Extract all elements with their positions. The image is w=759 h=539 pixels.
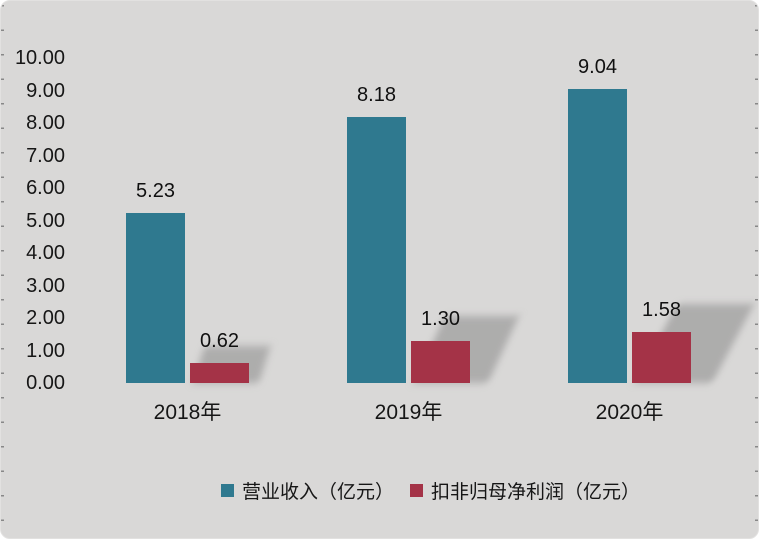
worksheet-gridline-ticks-left — [1, 1, 4, 538]
y-tick-label: 6.00 — [26, 177, 65, 199]
y-tick-label: 8.00 — [26, 112, 65, 134]
net-profit-bar-2020年 — [632, 331, 691, 383]
net-profit-legend-label: 扣非归母净利润（亿元） — [431, 482, 641, 503]
x-category-label-2018年: 2018年 — [153, 401, 222, 424]
revenue-value-label-2018年: 5.23 — [136, 180, 175, 203]
legend: 营业收入（亿元） 扣非归母净利润（亿元） — [221, 477, 640, 504]
revenue-bar-2018年 — [126, 213, 185, 383]
legend-item-revenue: 营业收入（亿元） — [221, 477, 394, 504]
y-tick-label: 5.00 — [26, 209, 65, 232]
x-category-label-2019年: 2019年 — [374, 401, 443, 424]
legend-item-net-profit: 扣非归母净利润（亿元） — [410, 477, 640, 504]
net-profit-value-label-2020年: 1.58 — [642, 298, 681, 321]
net-profit-value-label-2019年: 1.30 — [421, 307, 460, 330]
revenue-value-label-2020年: 9.04 — [578, 56, 617, 79]
net-profit-value-label-2018年: 0.62 — [200, 329, 239, 352]
y-tick-label: 10.00 — [14, 47, 65, 69]
y-tick-label: 3.00 — [26, 274, 65, 297]
y-tick-label: 0.00 — [26, 372, 65, 394]
revenue-value-label-2019年: 8.18 — [357, 84, 396, 107]
net-profit-legend-swatch — [410, 484, 424, 497]
y-tick-label: 9.00 — [26, 79, 65, 102]
revenue-legend-swatch — [221, 484, 234, 497]
revenue-bar-2019年 — [347, 117, 406, 383]
revenue-bar-2020年 — [568, 89, 627, 383]
y-tick-label: 7.00 — [26, 144, 65, 167]
y-tick-label: 4.00 — [26, 242, 65, 264]
revenue-legend-label: 营业收入（亿元） — [242, 482, 395, 503]
x-category-label-2020年: 2020年 — [595, 401, 664, 424]
worksheet-gridline-ticks-right — [755, 1, 758, 538]
net-profit-bar-2018年 — [190, 362, 249, 383]
net-profit-bar-2019年 — [411, 340, 470, 383]
y-tick-label: 1.00 — [26, 339, 65, 362]
y-tick-label: 2.00 — [26, 307, 65, 329]
